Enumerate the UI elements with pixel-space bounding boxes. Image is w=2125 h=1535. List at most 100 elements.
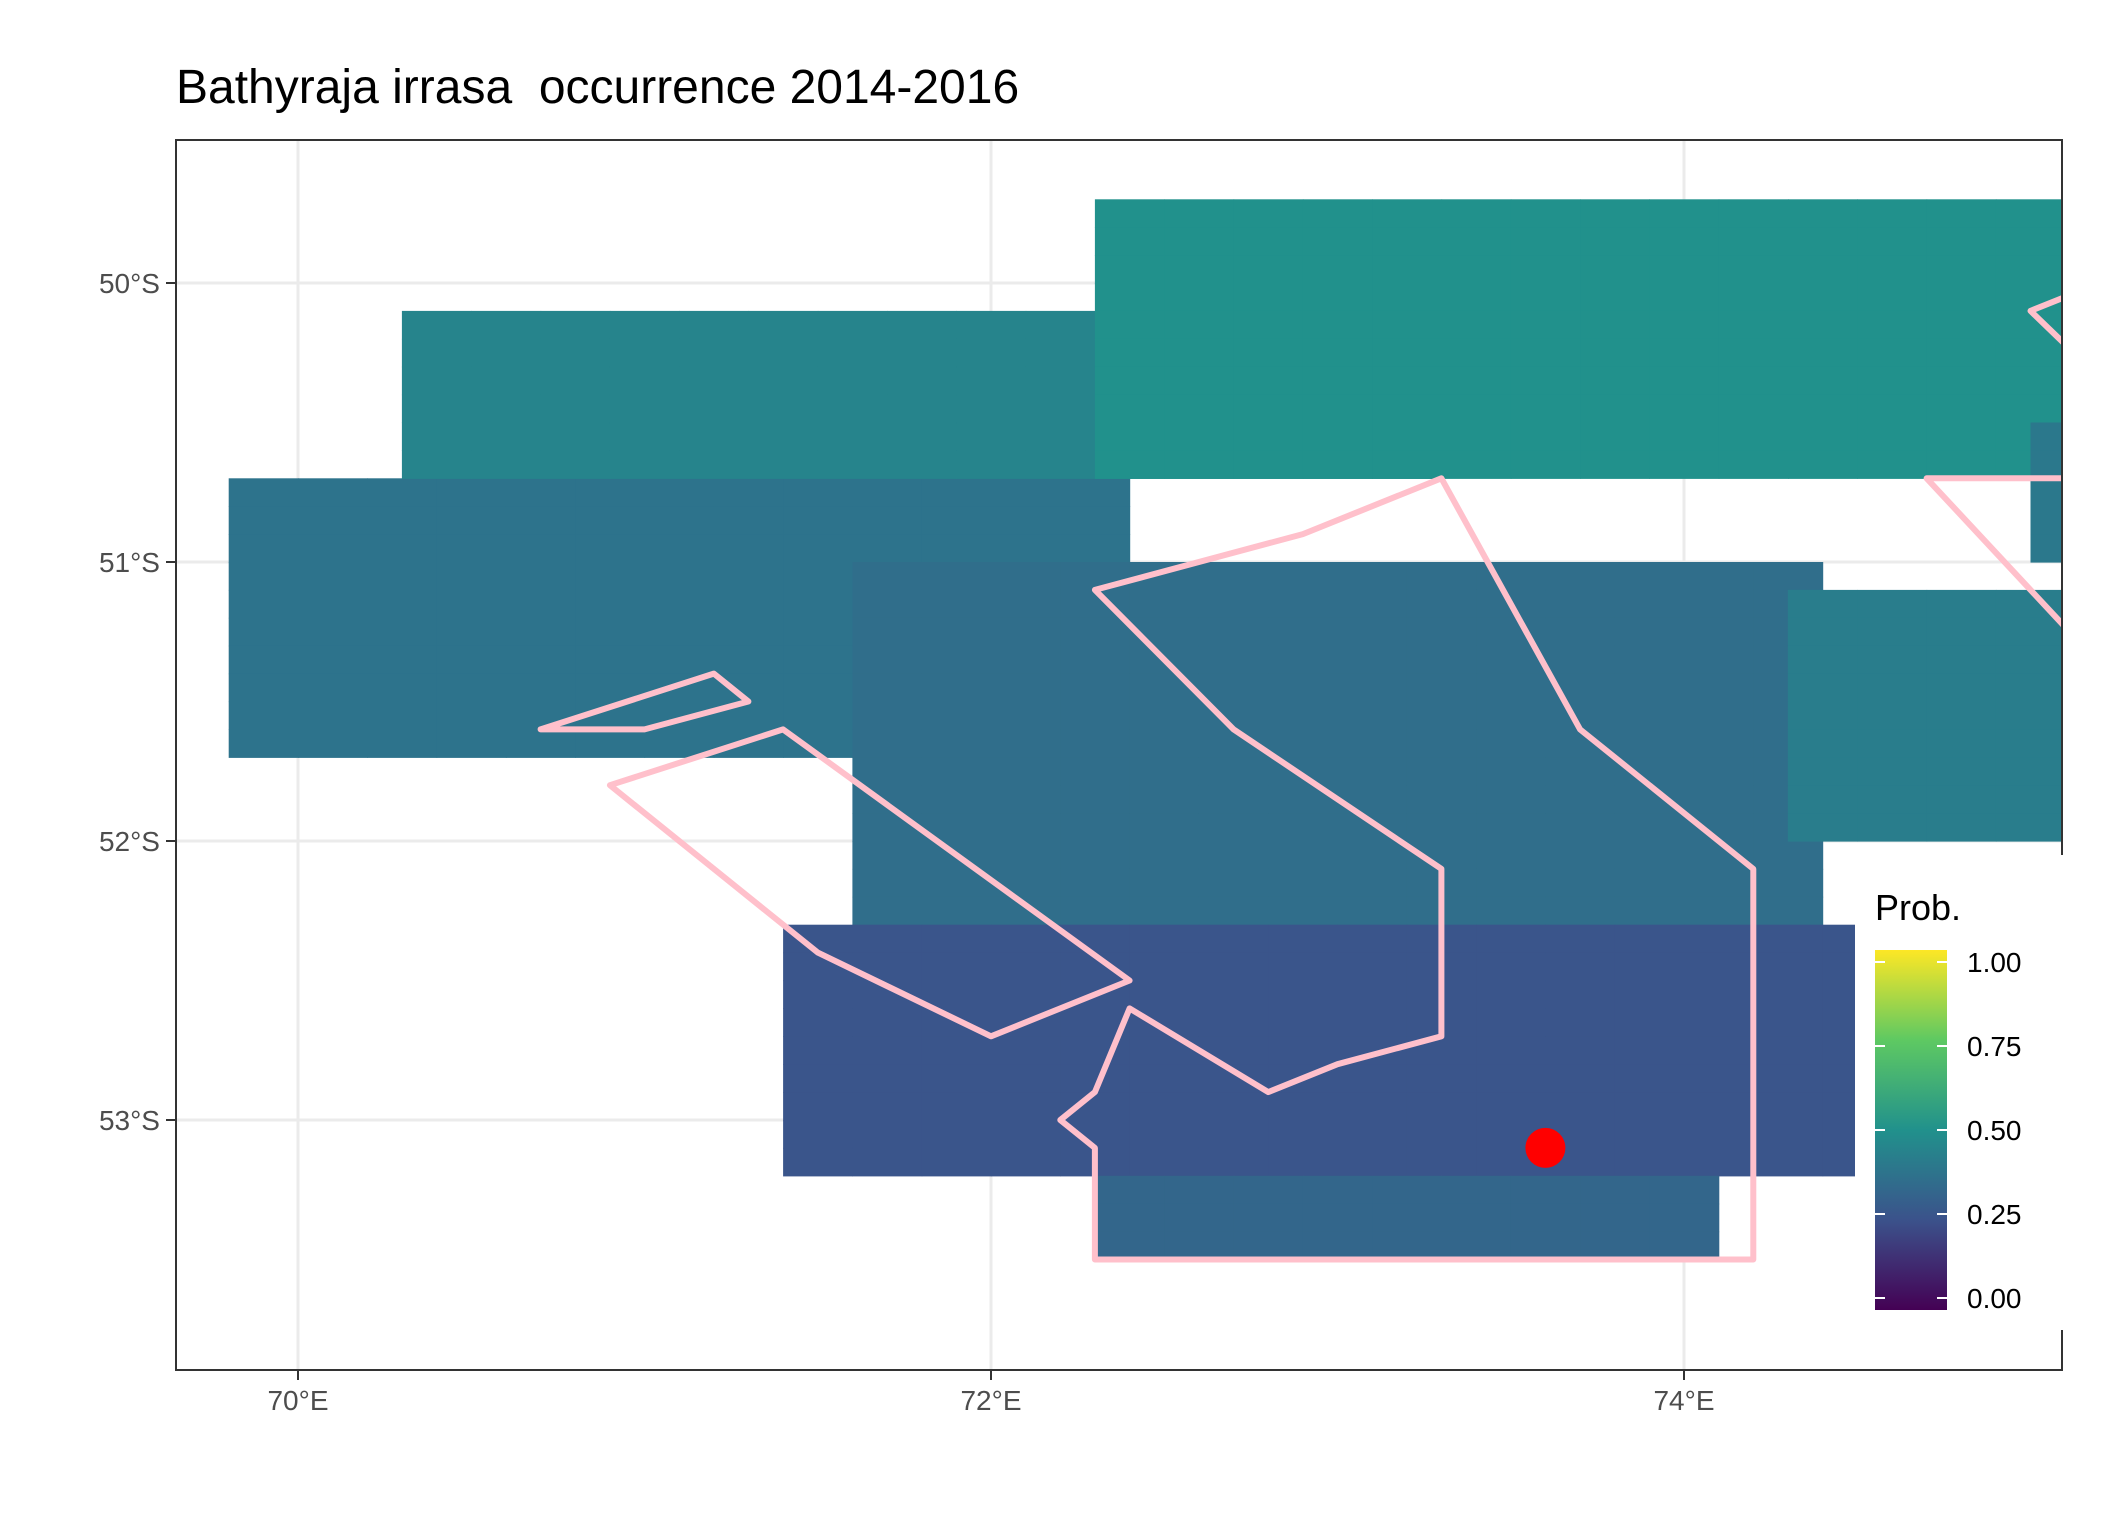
probability-cell	[921, 1064, 992, 1093]
probability-cell	[783, 506, 853, 535]
probability-cell	[1198, 813, 1269, 842]
probability-cell	[1753, 1120, 1824, 1149]
probability-cell	[1684, 1008, 1754, 1037]
probability-cell	[505, 729, 576, 758]
probability-cell	[783, 617, 853, 647]
probability-cell	[228, 673, 299, 703]
probability-cell	[1233, 394, 1304, 424]
probability-cell	[1510, 1203, 1581, 1233]
probability-cell	[1337, 924, 1408, 954]
probability-cell	[679, 366, 750, 396]
probability-cell	[1788, 394, 1858, 424]
probability-cell	[1684, 617, 1754, 647]
probability-cell	[1129, 1036, 1200, 1065]
probability-cell	[1684, 1036, 1754, 1065]
probability-cell	[1233, 1231, 1304, 1261]
probability-cell	[991, 534, 1061, 563]
probability-cell	[2100, 1232, 2125, 1261]
probability-cell	[2030, 422, 2062, 451]
probability-cell	[1302, 450, 1373, 479]
probability-cell	[2030, 534, 2062, 563]
probability-cell	[1164, 450, 1235, 479]
probability-cell	[609, 338, 680, 368]
probability-cell	[1580, 1203, 1650, 1233]
probability-cell	[505, 617, 576, 647]
probability-cell	[1406, 729, 1477, 758]
probability-cell	[991, 506, 1061, 535]
probability-cell	[1995, 813, 2062, 842]
probability-cell	[1233, 422, 1304, 451]
probability-cell	[852, 757, 923, 786]
probability-cell	[1995, 729, 2062, 758]
probability-cell	[1337, 980, 1408, 1009]
probability-cell	[1753, 980, 1824, 1009]
probability-cell	[1268, 868, 1339, 898]
probability-cell	[1441, 394, 1512, 424]
probability-cell	[1995, 227, 2062, 256]
probability-cell	[1268, 1008, 1339, 1037]
probability-cell	[436, 617, 507, 647]
probability-cell	[1198, 841, 1269, 870]
probability-cell	[991, 617, 1061, 647]
occurrence-point	[1525, 1127, 1566, 1168]
probability-cell	[1788, 227, 1858, 256]
probability-cell	[783, 478, 853, 507]
y-tick-label: 52°S	[99, 826, 160, 857]
probability-cell	[1510, 283, 1581, 312]
probability-cell	[1060, 813, 1131, 842]
probability-cell	[2065, 702, 2125, 731]
probability-cell	[1857, 394, 1928, 424]
probability-cell	[1198, 896, 1269, 926]
probability-cell	[2030, 506, 2062, 535]
probability-cell	[505, 673, 576, 703]
probability-cell	[1441, 450, 1512, 479]
probability-cell	[1926, 283, 1997, 312]
probability-cell	[505, 701, 576, 730]
probability-cell	[1164, 422, 1235, 451]
probability-cell	[228, 478, 299, 507]
probability-cell	[1094, 283, 1165, 312]
probability-cell	[1025, 366, 1096, 396]
probability-cell	[921, 534, 992, 563]
probability-cell	[921, 1147, 992, 1177]
probability-cell	[1164, 310, 1235, 340]
probability-cell	[956, 310, 1027, 340]
probability-cell	[298, 617, 368, 647]
probability-cell	[1995, 785, 2062, 814]
probability-cell	[1926, 701, 1997, 730]
probability-cell	[540, 450, 611, 479]
probability-cell	[1302, 338, 1373, 368]
probability-cell	[1268, 952, 1339, 982]
probability-cell	[783, 980, 853, 1009]
probability-cell	[1684, 729, 1754, 758]
probability-cell	[1545, 562, 1616, 591]
probability-cell	[1302, 255, 1373, 284]
probability-cell	[540, 310, 611, 340]
probability-cell	[1857, 785, 1928, 814]
probability-cell	[540, 338, 611, 368]
probability-cell	[1476, 841, 1546, 870]
probability-cell	[921, 1036, 992, 1065]
probability-cell	[1476, 1064, 1546, 1093]
probability-cell	[228, 589, 299, 619]
probability-cell	[2100, 1176, 2125, 1205]
probability-cell	[644, 478, 715, 507]
probability-cell	[783, 562, 853, 591]
probability-cell	[1441, 1175, 1512, 1205]
probability-cell	[921, 924, 992, 954]
probability-cell	[956, 422, 1027, 451]
probability-cell	[1684, 924, 1754, 954]
probability-cell	[505, 645, 576, 675]
probability-cell	[991, 813, 1061, 842]
probability-cell	[2100, 534, 2125, 563]
probability-cell	[401, 310, 472, 340]
probability-cell	[1441, 255, 1512, 284]
probability-cell	[1441, 283, 1512, 312]
probability-cell	[956, 450, 1027, 479]
probability-cell	[1684, 813, 1754, 842]
probability-cell	[1372, 1231, 1443, 1261]
probability-cell	[228, 701, 299, 730]
probability-cell	[852, 868, 923, 898]
probability-cell	[2100, 1287, 2125, 1316]
probability-cell	[817, 338, 888, 368]
